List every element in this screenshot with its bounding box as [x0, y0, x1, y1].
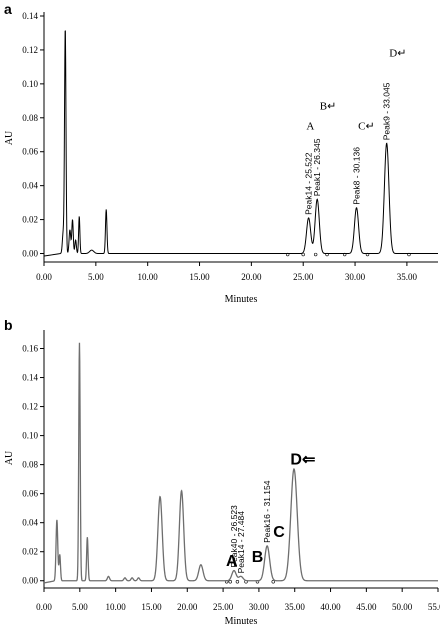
- peak-marker-a: A: [306, 121, 314, 133]
- y-tick-label: 0.12: [22, 402, 38, 412]
- peak-marker-b: B: [252, 549, 264, 566]
- x-tick-label: 35.00: [397, 272, 418, 282]
- peak-marker-d: D⇐: [290, 452, 315, 469]
- peak-label: Peak16 - 31.154: [262, 480, 272, 543]
- panel-a: a 0.00 0.02 0.04 0.06 0.08 0.10 0.12 0.14 0.00 5.0…: [4, 1, 438, 305]
- y-tick-label: 0.08: [22, 113, 38, 123]
- x-axis-label: Minutes: [225, 294, 258, 305]
- x-tick-label: 10.00: [106, 602, 127, 612]
- panel-letter: b: [4, 317, 13, 333]
- baseline-mark: [301, 252, 305, 257]
- x-tick-label: 45.00: [356, 602, 377, 612]
- x-tick-label: 0.00: [36, 602, 52, 612]
- y-tick-label: 0.04: [22, 518, 38, 528]
- y-tick-label: 0.00: [22, 249, 38, 259]
- y-tick-label: 0.10: [22, 79, 38, 89]
- x-tick-label: 5.00: [88, 272, 104, 282]
- x-tick-label: 0.00: [36, 272, 52, 282]
- baseline-mark: [235, 580, 240, 584]
- y-tick-label: 0.14: [22, 373, 38, 383]
- x-tick-label: 15.00: [189, 272, 210, 282]
- chromatogram-trace: [43, 30, 438, 257]
- x-tick-label: 30.00: [345, 272, 366, 282]
- y-tick-label: 0.14: [22, 11, 38, 21]
- x-tick-label: 25.00: [213, 602, 234, 612]
- panel-b: b 0.00 0.02 0.04 0.06 0.08 0.10 0.12 0.14 0.16 0.0…: [4, 317, 440, 627]
- peak-label: Peak1 - 26.345: [312, 138, 322, 196]
- y-tick-label: 0.12: [22, 45, 38, 55]
- x-tick-label: 40.00: [320, 602, 341, 612]
- peak-marker-d: D↵: [389, 48, 406, 60]
- x-tick-label: 5.00: [72, 602, 88, 612]
- peak-marker-b: B↵: [320, 100, 337, 112]
- chromatogram-trace: [43, 342, 438, 584]
- peak-label: Peak8 - 30.136: [352, 147, 362, 205]
- baseline-mark: [228, 580, 232, 584]
- y-tick-label: 0.10: [22, 431, 38, 441]
- y-tick-label: 0.16: [22, 344, 38, 354]
- x-tick-label: 35.00: [285, 602, 306, 612]
- x-tick-label: 20.00: [241, 272, 262, 282]
- peak-marker-c: C: [273, 524, 285, 541]
- baseline-mark: [271, 580, 275, 584]
- panel-letter: a: [4, 1, 12, 17]
- y-tick-label: 0.02: [22, 215, 38, 225]
- y-tick-label: 0.06: [22, 489, 38, 499]
- baseline-mark: [313, 252, 318, 257]
- y-tick-label: 0.00: [22, 576, 38, 586]
- peak-label: Peak14 - 27.484: [236, 511, 246, 574]
- x-tick-label: 25.00: [293, 272, 314, 282]
- y-tick-label: 0.04: [22, 181, 38, 191]
- x-tick-label: 30.00: [249, 602, 270, 612]
- y-tick-label: 0.02: [22, 547, 38, 557]
- peak-marker-c: C↵: [358, 121, 375, 133]
- y-tick-label: 0.08: [22, 460, 38, 470]
- peak-marker-a: A: [226, 553, 238, 570]
- peak-label: Peak14 - 25.522: [304, 152, 314, 215]
- y-axis-label: AU: [4, 130, 15, 145]
- y-axis-label: AU: [4, 450, 15, 465]
- x-tick-label: 15.00: [141, 602, 162, 612]
- x-tick-label: 10.00: [138, 272, 159, 282]
- x-tick-label: 50.00: [392, 602, 413, 612]
- x-tick-label: 55.00: [428, 602, 440, 612]
- x-axis-label: Minutes: [225, 616, 258, 627]
- peak-label: Peak40 - 26.523: [229, 505, 239, 568]
- y-tick-label: 0.06: [22, 147, 38, 157]
- x-tick-label: 20.00: [177, 602, 198, 612]
- peak-label: Peak9 - 33.045: [382, 82, 392, 140]
